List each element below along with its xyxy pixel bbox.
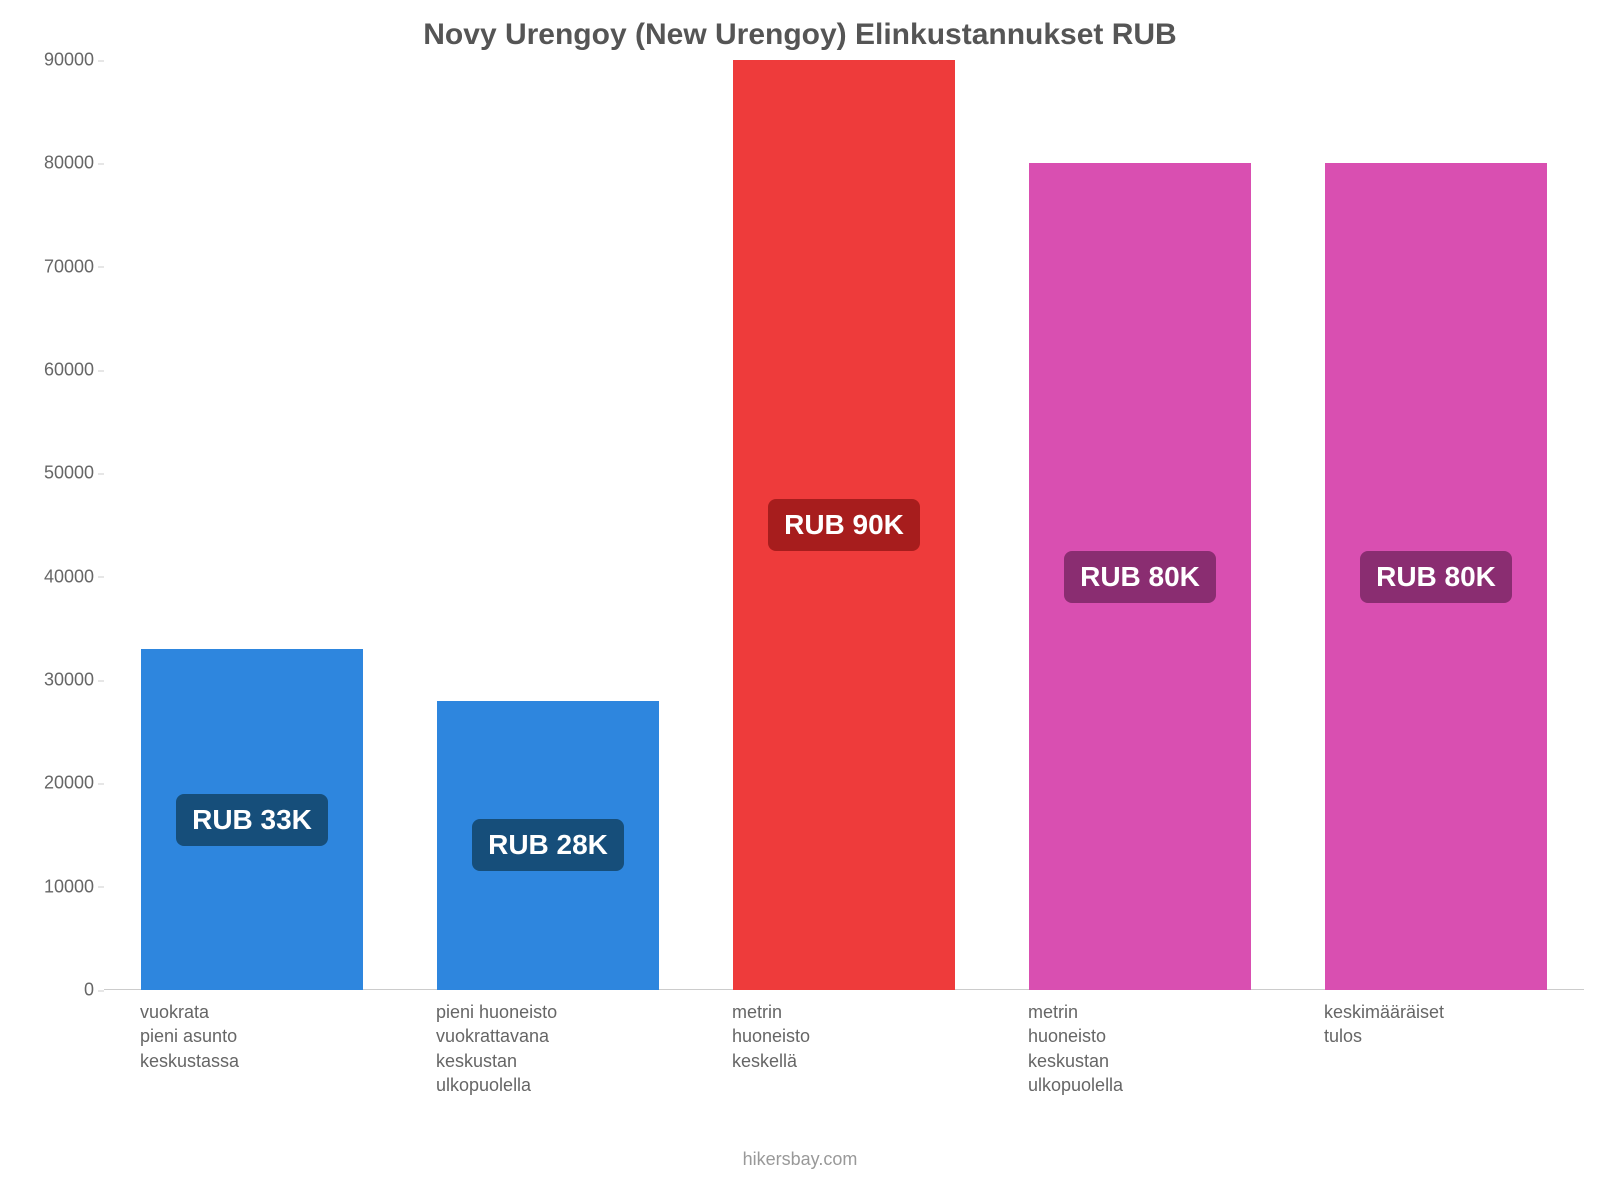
y-tick-label: 50000 — [34, 463, 94, 484]
x-label: metrin huoneisto keskellä — [732, 1000, 810, 1097]
bar: RUB 90K — [733, 60, 955, 990]
bars-group: RUB 33K RUB 28K RUB 90K RUB 80K RUB 80K — [104, 60, 1584, 990]
x-label: keskimääräiset tulos — [1324, 1000, 1444, 1097]
value-badge: RUB 80K — [1360, 551, 1512, 603]
bar-slot: RUB 80K — [992, 60, 1288, 990]
x-label-slot: metrin huoneisto keskellä — [696, 1000, 992, 1097]
bar-slot: RUB 90K — [696, 60, 992, 990]
x-label: vuokrata pieni asunto keskustassa — [140, 1000, 239, 1097]
x-label-slot: keskimääräiset tulos — [1288, 1000, 1584, 1097]
bar: RUB 80K — [1325, 163, 1547, 990]
bar-slot: RUB 28K — [400, 60, 696, 990]
chart-container: Novy Urengoy (New Urengoy) Elinkustannuk… — [0, 0, 1600, 1200]
value-badge: RUB 28K — [472, 819, 624, 871]
bar: RUB 33K — [141, 649, 363, 990]
bar-slot: RUB 33K — [104, 60, 400, 990]
x-axis-labels: vuokrata pieni asunto keskustassa pieni h… — [104, 1000, 1584, 1097]
y-tick-label: 0 — [34, 980, 94, 1001]
value-badge: RUB 80K — [1064, 551, 1216, 603]
x-label-slot: metrin huoneisto keskustan ulkopuolella — [992, 1000, 1288, 1097]
bar: RUB 28K — [437, 701, 659, 990]
x-label: pieni huoneisto vuokrattavana keskustan … — [436, 1000, 557, 1097]
y-tick-label: 60000 — [34, 360, 94, 381]
value-badge: RUB 90K — [768, 499, 920, 551]
x-label: metrin huoneisto keskustan ulkopuolella — [1028, 1000, 1123, 1097]
y-tick-label: 90000 — [34, 50, 94, 71]
value-badge: RUB 33K — [176, 794, 328, 846]
y-tick-label: 70000 — [34, 256, 94, 277]
y-tick-label: 10000 — [34, 876, 94, 897]
x-label-slot: vuokrata pieni asunto keskustassa — [104, 1000, 400, 1097]
x-label-slot: pieni huoneisto vuokrattavana keskustan … — [400, 1000, 696, 1097]
attribution-text: hikersbay.com — [0, 1149, 1600, 1170]
plot-area: 0100002000030000400005000060000700008000… — [104, 60, 1584, 990]
y-tick-label: 30000 — [34, 670, 94, 691]
bar-slot: RUB 80K — [1288, 60, 1584, 990]
y-tick-label: 20000 — [34, 773, 94, 794]
y-tick-label: 40000 — [34, 566, 94, 587]
bar: RUB 80K — [1029, 163, 1251, 990]
y-tick-label: 80000 — [34, 153, 94, 174]
chart-title: Novy Urengoy (New Urengoy) Elinkustannuk… — [0, 18, 1600, 52]
